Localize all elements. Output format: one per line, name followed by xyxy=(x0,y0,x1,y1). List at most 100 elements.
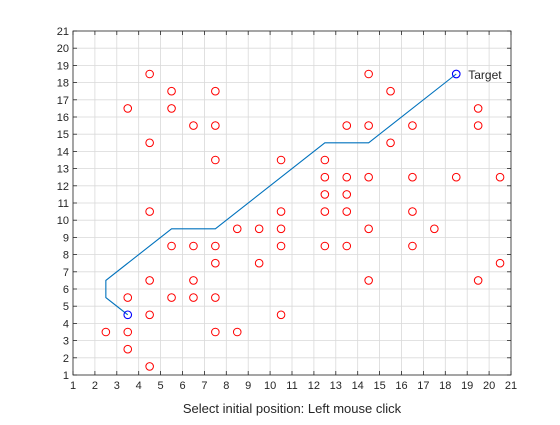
x-tick-label: 21 xyxy=(505,380,517,392)
obstacle-marker xyxy=(364,224,373,234)
obstacle-marker xyxy=(211,258,220,268)
x-tick-label: 9 xyxy=(245,380,251,392)
y-tick-label: 16 xyxy=(57,112,69,124)
y-tick-label: 15 xyxy=(57,129,69,141)
obstacle-marker xyxy=(167,86,176,96)
y-tick-label: 18 xyxy=(57,78,69,90)
obstacle-marker xyxy=(276,224,286,234)
obstacle-marker xyxy=(145,69,154,79)
obstacle-marker xyxy=(123,104,133,113)
obstacle-markers xyxy=(101,69,505,371)
y-tick-label: 10 xyxy=(57,215,69,227)
obstacle-marker xyxy=(430,224,439,234)
x-tick-label: 10 xyxy=(264,380,276,392)
y-tick-label: 13 xyxy=(57,164,69,176)
obstacle-marker xyxy=(342,190,352,199)
y-tick-label: 17 xyxy=(57,95,69,107)
obstacle-marker xyxy=(123,327,133,337)
x-tick-label: 19 xyxy=(461,380,473,392)
y-tick-label: 8 xyxy=(63,250,69,262)
obstacle-marker xyxy=(320,155,330,165)
obstacle-marker xyxy=(101,327,111,337)
y-tick-label: 2 xyxy=(63,353,69,365)
obstacle-marker xyxy=(145,362,154,371)
obstacle-marker xyxy=(189,276,198,285)
obstacle-marker xyxy=(211,293,220,302)
obstacle-marker xyxy=(123,344,133,354)
obstacle-marker xyxy=(145,310,154,320)
obstacle-marker xyxy=(473,276,483,285)
x-tick-label: 8 xyxy=(223,380,229,392)
obstacle-marker xyxy=(167,104,176,113)
obstacle-marker xyxy=(232,327,242,337)
obstacle-marker xyxy=(364,121,373,130)
obstacle-marker xyxy=(189,241,198,251)
obstacle-marker xyxy=(408,207,417,216)
obstacle-marker xyxy=(320,172,330,182)
obstacle-marker xyxy=(342,207,352,216)
target-marker xyxy=(451,69,461,79)
obstacle-marker xyxy=(386,138,395,148)
y-tick-label: 12 xyxy=(57,181,69,193)
obstacle-marker xyxy=(495,172,505,182)
y-tick-label: 9 xyxy=(63,232,69,244)
obstacle-marker xyxy=(320,190,330,199)
obstacle-marker xyxy=(408,121,417,130)
obstacle-marker xyxy=(254,258,264,268)
y-tick-label: 4 xyxy=(63,318,69,330)
path-line-group xyxy=(105,73,457,316)
y-tick-label: 6 xyxy=(63,284,69,296)
x-tick-label: 1 xyxy=(70,380,76,392)
y-tick-label: 19 xyxy=(57,60,69,72)
x-tick-label: 18 xyxy=(439,380,451,392)
obstacle-marker xyxy=(320,241,330,251)
obstacle-marker xyxy=(276,155,286,165)
obstacle-marker xyxy=(211,121,220,130)
obstacle-marker xyxy=(364,69,373,79)
x-tick-label: 6 xyxy=(179,380,185,392)
obstacle-marker xyxy=(342,121,352,130)
obstacle-marker xyxy=(342,172,352,182)
y-tick-label: 3 xyxy=(63,336,69,348)
y-tick-label: 1 xyxy=(63,370,69,382)
obstacle-marker xyxy=(254,224,264,234)
obstacle-marker xyxy=(123,293,133,302)
x-tick-label: 20 xyxy=(483,380,495,392)
x-tick-label: 15 xyxy=(373,380,385,392)
obstacle-marker xyxy=(342,241,352,251)
obstacle-marker xyxy=(473,104,483,113)
start-marker xyxy=(123,310,133,320)
path-line xyxy=(105,73,457,316)
obstacle-marker xyxy=(211,155,220,165)
grid-lines xyxy=(72,30,512,376)
obstacle-marker xyxy=(364,172,373,182)
obstacle-marker xyxy=(211,241,220,251)
obstacle-marker xyxy=(276,241,286,251)
obstacle-marker xyxy=(189,293,198,302)
obstacle-marker xyxy=(167,241,176,251)
y-tick-label: 7 xyxy=(63,267,69,279)
x-tick-label: 14 xyxy=(352,380,364,392)
x-tick-label: 5 xyxy=(158,380,164,392)
obstacle-marker xyxy=(211,86,220,96)
obstacle-marker xyxy=(145,207,154,216)
obstacle-marker xyxy=(145,276,154,285)
x-tick-label: 12 xyxy=(308,380,320,392)
x-tick-label: 11 xyxy=(286,380,297,392)
obstacle-marker xyxy=(386,86,395,96)
x-tick-label: 4 xyxy=(136,380,142,392)
x-tick-label: 13 xyxy=(330,380,342,392)
endpoint-markers xyxy=(123,69,461,320)
obstacle-marker xyxy=(211,327,220,337)
obstacle-marker xyxy=(495,258,505,268)
x-tick-label: 3 xyxy=(114,380,120,392)
obstacle-marker xyxy=(276,310,286,320)
y-tick-label: 14 xyxy=(57,146,69,158)
obstacle-marker xyxy=(408,172,417,182)
x-axis-label: Select initial position: Left mouse clic… xyxy=(183,401,402,416)
y-tick-label: 5 xyxy=(63,301,69,313)
y-tick-label: 21 xyxy=(57,26,69,38)
